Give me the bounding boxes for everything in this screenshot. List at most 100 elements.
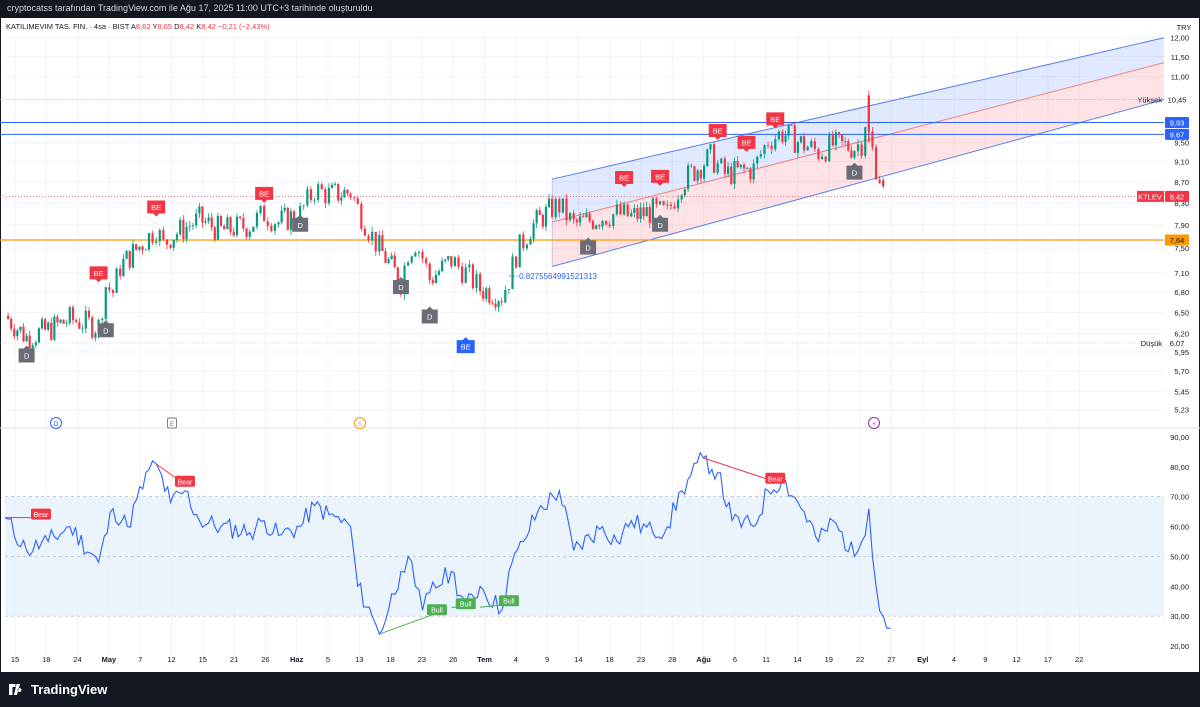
candle-body bbox=[518, 234, 521, 268]
candle-body bbox=[324, 189, 327, 204]
marker-d-shape bbox=[846, 162, 863, 180]
candle-body bbox=[44, 319, 47, 330]
candle-body bbox=[774, 139, 777, 150]
divergence-bear-label: Bear bbox=[174, 475, 195, 487]
candle-body bbox=[175, 234, 179, 240]
candle-body bbox=[720, 158, 723, 164]
candle-body bbox=[608, 224, 611, 227]
candle-body bbox=[752, 163, 755, 180]
candle-body bbox=[787, 124, 790, 136]
candle-body bbox=[374, 231, 377, 252]
candle-body bbox=[579, 216, 582, 223]
candle-body bbox=[242, 218, 245, 229]
candle-body bbox=[535, 210, 538, 224]
candle-body bbox=[878, 179, 881, 184]
candle-body bbox=[525, 244, 529, 249]
legend-close-label: K bbox=[196, 22, 201, 31]
marker-d-text: D bbox=[398, 283, 404, 292]
marker-be-text: BE bbox=[741, 138, 751, 147]
marker-be-shape bbox=[651, 169, 670, 186]
marker-d-shape bbox=[97, 320, 114, 338]
price-tick-label: 5,23 bbox=[1174, 406, 1189, 415]
candle-body bbox=[834, 132, 838, 146]
candle-body bbox=[40, 319, 44, 329]
candle-body bbox=[810, 141, 813, 147]
brand[interactable]: TradingView bbox=[9, 682, 107, 697]
candle-body bbox=[34, 342, 37, 346]
divergence-bear-label: Bear bbox=[765, 472, 786, 484]
marker-be-shape bbox=[708, 124, 727, 141]
candle-body bbox=[266, 221, 269, 226]
candle-body bbox=[853, 151, 856, 158]
candle-body bbox=[551, 198, 554, 218]
candle-body bbox=[65, 323, 68, 324]
candle-body bbox=[658, 201, 662, 205]
candle-body bbox=[75, 320, 78, 323]
candle-body bbox=[414, 252, 417, 257]
candle-body bbox=[696, 170, 699, 181]
candle-body bbox=[81, 328, 84, 330]
candle-body bbox=[396, 267, 399, 285]
legend-low-label: D bbox=[174, 22, 180, 31]
marker-be-text: BE bbox=[655, 172, 665, 181]
candle-body bbox=[289, 211, 292, 230]
candle-body bbox=[195, 213, 198, 226]
rsi-line bbox=[4, 451, 891, 636]
chart-canvas[interactable]: KATILIMEVIM TAS. FIN. · 4sa · BIST A8,62… bbox=[0, 18, 1200, 672]
candle-body bbox=[485, 288, 488, 299]
signal-markers: BE BE BE BE BE BE BE BE BE D D D D D D D D bbox=[18, 112, 863, 363]
tradingview-logo-icon bbox=[9, 684, 22, 695]
candle-body bbox=[68, 307, 71, 324]
brand-name: TradingView bbox=[31, 682, 108, 697]
candle-body bbox=[363, 228, 367, 236]
candle-body bbox=[125, 250, 128, 259]
tag-7-64: 7,64 bbox=[1165, 234, 1189, 246]
candle-body bbox=[340, 197, 343, 201]
tag-last-text: 8,42 bbox=[1170, 192, 1185, 201]
candle-body bbox=[280, 210, 283, 223]
tag-symbol-bg bbox=[1137, 190, 1164, 202]
divergence-label-bg bbox=[426, 604, 447, 616]
marker-d-shape bbox=[392, 276, 409, 294]
tag-9-67: 9,67 bbox=[1165, 128, 1189, 140]
marker-be: BE bbox=[737, 135, 756, 152]
price-tick-label: 9,50 bbox=[1174, 138, 1189, 147]
legend-header: KATILIMEVIM TAS. FIN. · 4sa · BIST A8,62… bbox=[6, 22, 270, 31]
candle-body bbox=[147, 233, 151, 250]
marker-be-shape bbox=[255, 186, 274, 203]
rsi-tick-label: 60,00 bbox=[1170, 523, 1189, 532]
event-circle bbox=[50, 417, 62, 429]
candle-body bbox=[349, 193, 352, 198]
event-box bbox=[167, 417, 177, 429]
candle-body bbox=[141, 246, 144, 251]
candle-body bbox=[393, 255, 396, 268]
price-tick-label: 9,10 bbox=[1174, 158, 1189, 167]
candle-body bbox=[210, 217, 213, 228]
rsi-tick-label: 90,00 bbox=[1170, 433, 1189, 442]
price-tick-label: 6,50 bbox=[1174, 308, 1189, 317]
tag-last-bg bbox=[1165, 190, 1189, 202]
time-tick-label: 6 bbox=[733, 655, 737, 664]
candle-body bbox=[746, 168, 749, 170]
candle-body bbox=[749, 168, 752, 180]
time-tick-label: 21 bbox=[230, 655, 238, 664]
candle-body bbox=[575, 219, 579, 223]
candle-body bbox=[277, 222, 280, 225]
price-tick-label: 5,95 bbox=[1174, 348, 1189, 357]
candle-body bbox=[201, 206, 204, 223]
marker-d: D bbox=[292, 214, 309, 232]
candle-body bbox=[612, 214, 615, 227]
rsi-tick-label: 80,00 bbox=[1170, 463, 1189, 472]
price-tick-label: 6,80 bbox=[1174, 288, 1189, 297]
candle-body bbox=[702, 166, 706, 179]
candle-body bbox=[626, 204, 629, 217]
candle-body bbox=[437, 271, 441, 275]
time-tick-label: Haz bbox=[290, 655, 304, 664]
divergence-bull-label: Bull bbox=[426, 604, 447, 616]
legend-high-label: Y bbox=[152, 22, 157, 31]
event-icon-3: ⚡ bbox=[868, 417, 880, 429]
candle-body bbox=[712, 144, 716, 173]
candle-body bbox=[511, 256, 514, 290]
candle-body bbox=[759, 154, 762, 157]
divergence-label-text: Bull bbox=[460, 602, 472, 609]
